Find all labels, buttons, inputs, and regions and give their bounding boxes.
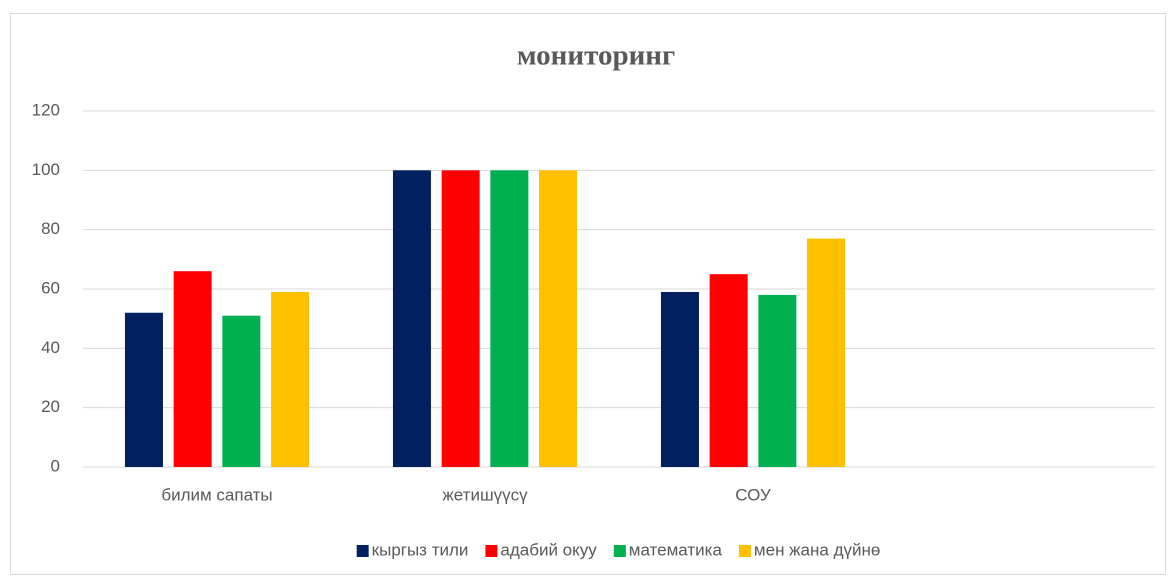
y-tick-label: 0 (51, 456, 60, 475)
bar (490, 170, 529, 468)
bar (173, 271, 212, 467)
legend-label: кыргыз тили (372, 540, 469, 559)
legend-swatch (613, 545, 626, 557)
bar (271, 291, 310, 467)
chart-title: мониторинг (517, 40, 675, 72)
y-tick-label: 80 (41, 219, 60, 238)
y-tick-label: 100 (32, 160, 60, 179)
bar (807, 238, 846, 467)
y-tick-label: 120 (32, 100, 60, 119)
x-tick-label: СОУ (735, 485, 771, 504)
bar (758, 294, 797, 467)
legend-label: мен жана дүйнө (754, 540, 880, 559)
y-tick-label: 40 (41, 338, 60, 357)
legend-swatch (485, 545, 498, 557)
y-tick-label: 20 (41, 397, 60, 416)
bar (709, 274, 748, 467)
legend-swatch (738, 545, 751, 557)
bar (222, 315, 261, 467)
bar (392, 170, 431, 468)
x-tick-label: жетишүүсү (442, 485, 528, 504)
legend-label: математика (629, 540, 723, 559)
x-tick-label: билим сапаты (161, 485, 272, 504)
bar (539, 170, 578, 468)
legend-swatch (356, 545, 369, 557)
bar (660, 291, 699, 467)
bar (124, 312, 163, 467)
y-tick-label: 60 (41, 278, 60, 297)
bar (441, 170, 480, 468)
legend-label: адабий окуу (500, 540, 597, 559)
